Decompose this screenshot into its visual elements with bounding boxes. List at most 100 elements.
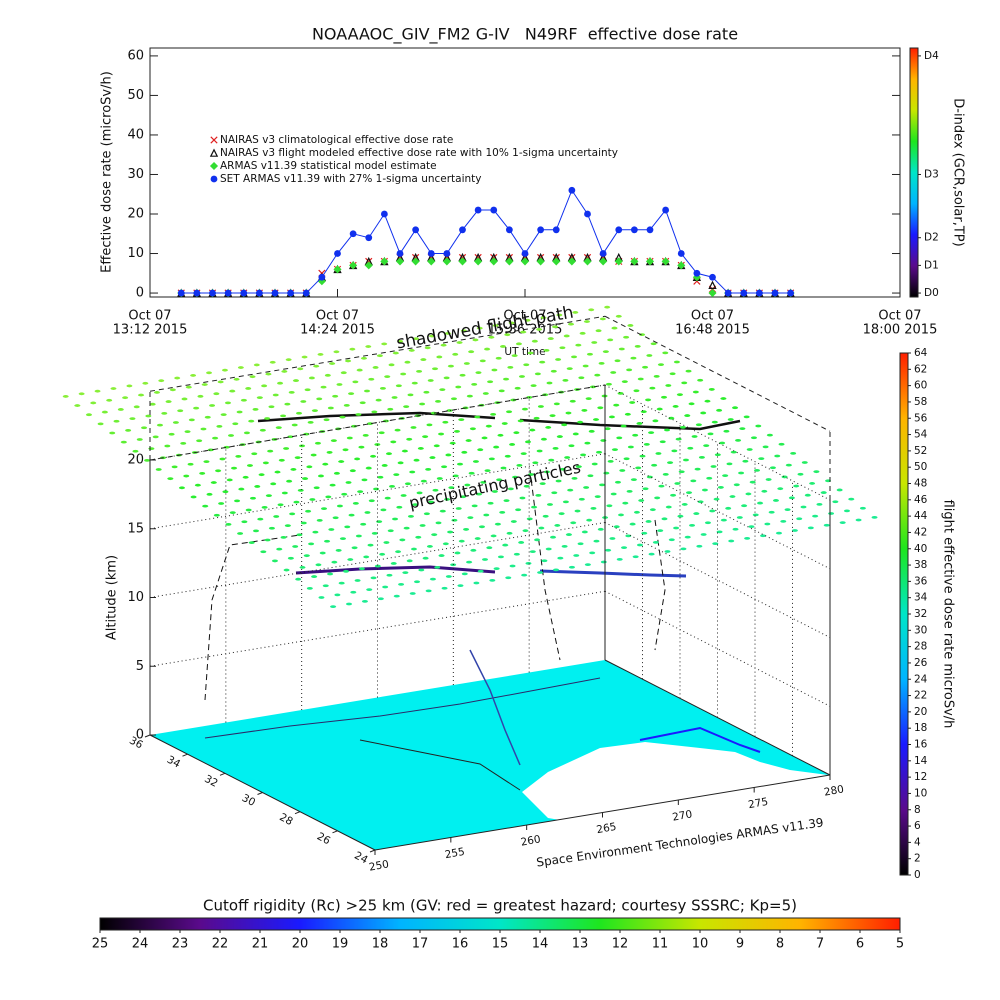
particle-marker bbox=[420, 479, 427, 483]
particle-marker bbox=[183, 474, 190, 478]
flight-path-layer bbox=[204, 411, 741, 701]
map-border bbox=[204, 677, 601, 739]
particle-marker bbox=[640, 410, 647, 414]
particle-marker bbox=[194, 483, 201, 487]
particle-marker bbox=[262, 461, 269, 465]
chart-title: NOAAAOC_GIV_FM2 G-IV N49RF effective dos… bbox=[312, 25, 738, 45]
particle-marker bbox=[402, 571, 409, 574]
particle-marker bbox=[733, 483, 740, 487]
particle-marker bbox=[382, 585, 389, 589]
particle-marker bbox=[355, 413, 362, 416]
projection-line bbox=[529, 469, 561, 661]
particle-marker bbox=[265, 494, 272, 497]
particle-marker bbox=[269, 360, 276, 364]
y-tick bbox=[182, 753, 188, 757]
particle-marker bbox=[543, 348, 550, 352]
particle-marker bbox=[513, 552, 520, 556]
particle-marker bbox=[616, 436, 623, 440]
particle-marker bbox=[275, 426, 282, 430]
particle-marker bbox=[277, 381, 284, 385]
particle-marker bbox=[233, 377, 240, 381]
data-point bbox=[458, 257, 467, 266]
particle-marker bbox=[272, 393, 279, 397]
particle-marker bbox=[552, 446, 559, 450]
particle-marker bbox=[565, 411, 572, 415]
map-flight-shadow bbox=[639, 726, 761, 753]
particle-marker bbox=[445, 453, 452, 457]
particle-marker bbox=[289, 512, 296, 516]
particle-marker bbox=[743, 415, 750, 419]
particle-marker bbox=[595, 329, 602, 333]
particle-marker bbox=[577, 542, 584, 546]
particle-marker bbox=[466, 394, 473, 398]
legend-marker bbox=[209, 161, 219, 171]
particle-marker bbox=[669, 372, 676, 376]
particle-marker bbox=[499, 511, 506, 514]
colorbar-tick-label: 0 bbox=[914, 869, 921, 881]
colorbar-tick-label: D0 bbox=[924, 287, 939, 299]
particle-marker bbox=[472, 460, 479, 463]
particle-marker bbox=[374, 564, 381, 568]
particle-marker bbox=[500, 466, 507, 470]
particle-marker bbox=[466, 560, 473, 564]
particle-marker bbox=[505, 576, 512, 580]
particle-marker bbox=[556, 435, 563, 438]
particle-marker bbox=[583, 486, 590, 489]
particle-marker bbox=[621, 546, 628, 550]
particle-marker bbox=[502, 543, 509, 547]
particle-marker bbox=[101, 410, 108, 414]
particle-marker bbox=[141, 426, 148, 430]
particle-marker bbox=[340, 371, 347, 375]
particle-marker bbox=[416, 369, 423, 373]
data-point bbox=[255, 289, 263, 297]
particle-marker bbox=[661, 395, 668, 399]
particle-marker bbox=[711, 420, 718, 424]
data-point bbox=[568, 186, 576, 194]
map-gulf bbox=[522, 742, 828, 822]
particle-marker bbox=[190, 495, 197, 499]
particle-marker bbox=[280, 414, 287, 418]
particle-marker bbox=[500, 345, 507, 348]
particle-marker bbox=[594, 373, 601, 377]
particle-marker bbox=[730, 450, 737, 454]
particle-marker bbox=[559, 346, 566, 350]
particle-marker bbox=[251, 452, 258, 456]
particle-marker bbox=[594, 495, 601, 499]
y-tick bbox=[294, 811, 301, 815]
particle-marker bbox=[303, 554, 310, 558]
particle-marker bbox=[447, 530, 454, 534]
particle-marker bbox=[744, 536, 751, 540]
particle-marker bbox=[720, 518, 727, 522]
colorbar-tick-label: 25 bbox=[92, 937, 109, 952]
colorbar-tick-label: 38 bbox=[914, 559, 927, 571]
particle-marker bbox=[389, 484, 396, 488]
particle-marker bbox=[249, 496, 256, 500]
particle-marker bbox=[370, 576, 377, 580]
particle-marker bbox=[558, 512, 565, 516]
particle-marker bbox=[697, 500, 704, 504]
particle-marker bbox=[204, 415, 211, 419]
particle-marker bbox=[584, 563, 591, 567]
data-point bbox=[677, 261, 686, 270]
particle-marker bbox=[578, 497, 585, 501]
data-point bbox=[567, 257, 576, 266]
particle-marker bbox=[670, 493, 677, 497]
particle-marker bbox=[296, 533, 303, 537]
particle-marker bbox=[649, 386, 656, 390]
colorbar-tick-label: 10 bbox=[914, 787, 927, 799]
particle-marker bbox=[553, 568, 560, 572]
particle-marker bbox=[611, 448, 618, 452]
particle-marker bbox=[629, 522, 636, 526]
colorbar-tick-label: 21 bbox=[252, 937, 269, 952]
particle-marker bbox=[390, 562, 397, 565]
data-point bbox=[364, 261, 373, 270]
particle-marker bbox=[651, 463, 658, 467]
particle-marker bbox=[755, 424, 762, 428]
grid-line bbox=[149, 522, 606, 598]
particle-marker bbox=[351, 424, 358, 428]
particle-marker bbox=[180, 441, 187, 445]
particle-marker bbox=[545, 547, 552, 551]
particle-marker bbox=[290, 468, 297, 471]
particle-marker bbox=[481, 436, 488, 440]
data-point bbox=[740, 289, 748, 297]
